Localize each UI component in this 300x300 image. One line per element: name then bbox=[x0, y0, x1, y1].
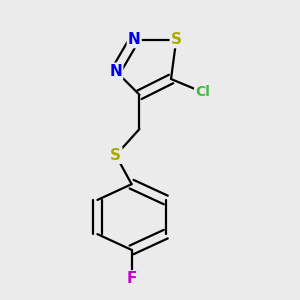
Text: Cl: Cl bbox=[195, 85, 210, 99]
Text: S: S bbox=[110, 148, 121, 163]
Text: F: F bbox=[126, 271, 137, 286]
Text: N: N bbox=[128, 32, 141, 47]
Text: S: S bbox=[171, 32, 182, 47]
Text: N: N bbox=[110, 64, 122, 79]
